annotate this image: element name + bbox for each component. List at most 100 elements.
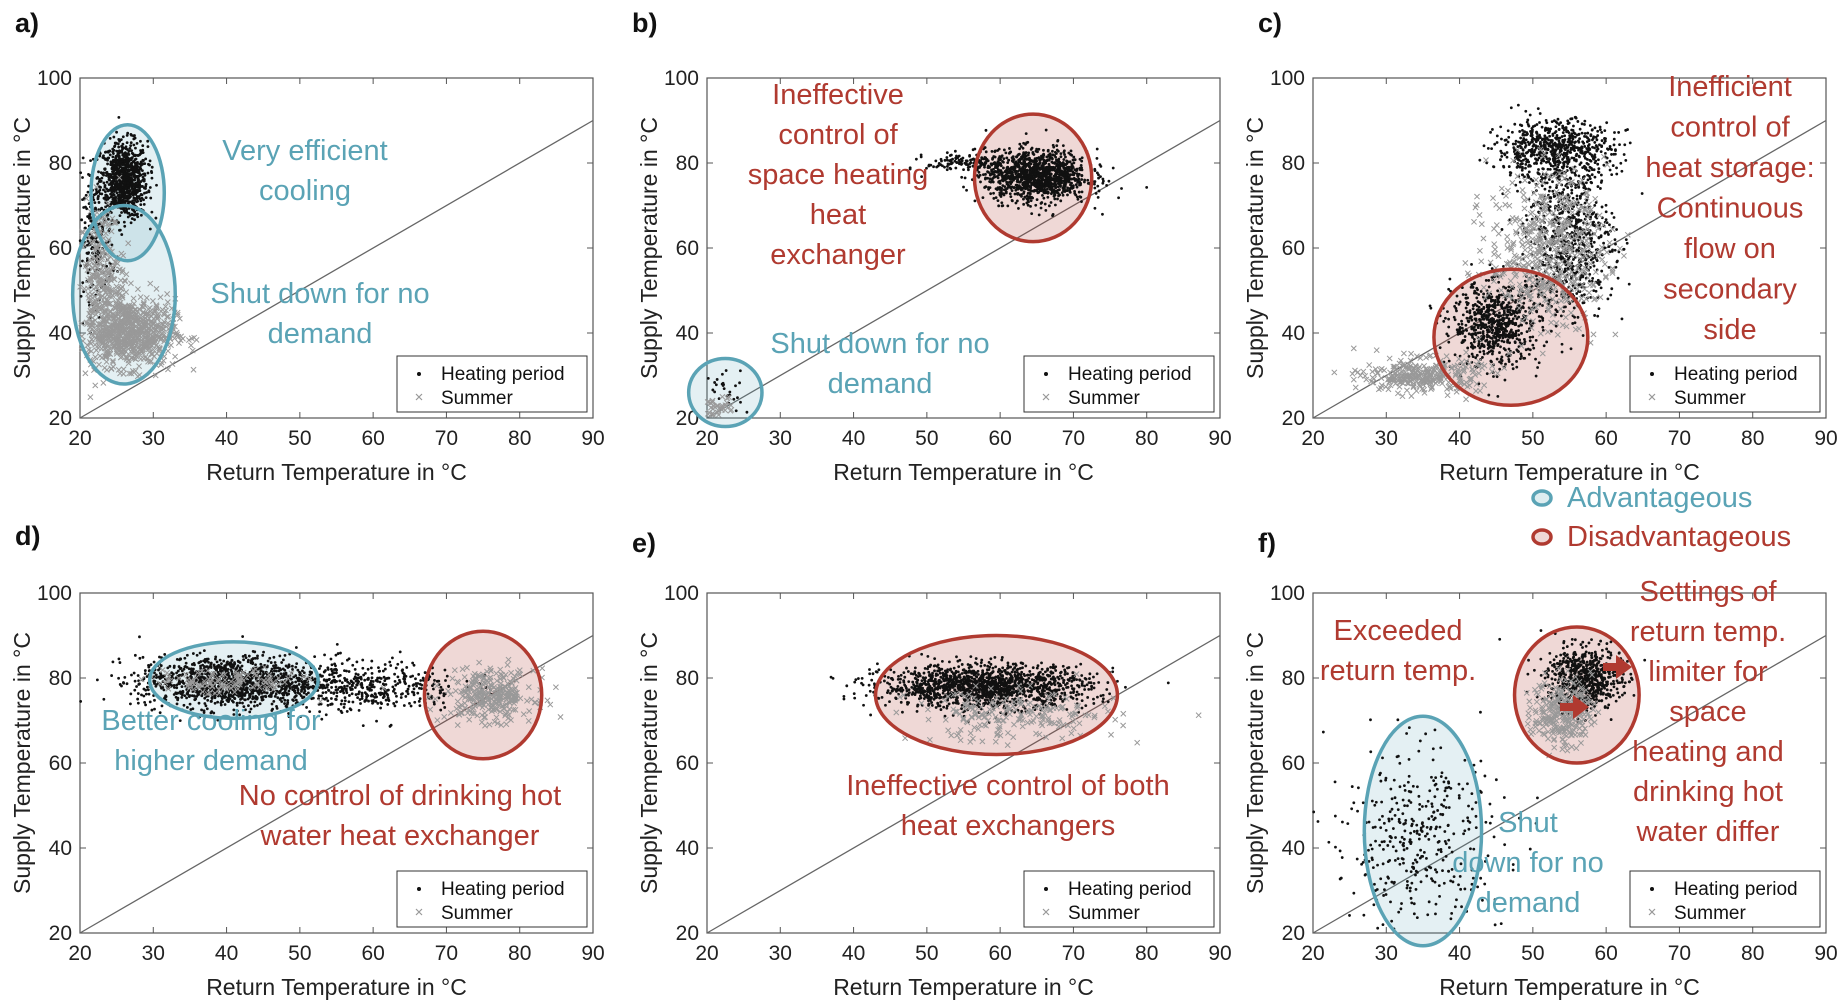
heating-point [1429,306,1433,310]
heating-point [939,157,943,161]
heating-point [1047,204,1051,208]
heating-point [1482,144,1486,148]
heating-point [126,156,130,160]
heating-point [1570,140,1574,144]
heating-point [132,143,136,147]
x-tick-label: 80 [1135,427,1158,450]
heating-point [1499,345,1502,349]
heating-point [997,173,1001,177]
heating-point [1528,335,1532,339]
heating-point [1537,361,1541,365]
heating-point [1455,294,1459,298]
heating-point [973,147,977,151]
y-tick-label: 100 [664,67,699,90]
heating-point [1065,170,1069,174]
heating-point [1543,127,1547,131]
heating-point [1553,163,1557,167]
heating-point [1005,176,1009,180]
heating-point [1513,314,1517,318]
heating-point [1036,150,1039,154]
heating-point [1098,163,1102,167]
heating-point [119,197,122,201]
heating-point [934,159,938,163]
heating-point [1036,165,1040,169]
heating-point [1615,172,1619,176]
heating-point [134,162,137,166]
heating-point [1519,136,1523,140]
heating-point [945,168,949,172]
heating-point [1462,329,1465,333]
heating-point [111,197,115,201]
heating-point [1520,124,1524,127]
heating-point [135,185,139,189]
x-tick-label: 50 [288,427,311,450]
heating-point [128,146,132,150]
heating-point [1065,159,1069,163]
heating-point [1560,165,1564,169]
heating-point [1050,185,1054,189]
heating-point [1528,339,1532,343]
heating-point [1069,149,1073,153]
heating-point [1490,331,1494,335]
heating-point [112,169,116,173]
heating-point [96,196,100,199]
heating-point [1612,143,1616,147]
heating-point [1511,142,1515,146]
heating-point [1056,197,1059,201]
heating-point [1482,349,1486,353]
heating-point [1525,330,1529,334]
heating-point [1055,144,1059,148]
heating-point [139,139,142,143]
heating-point [991,180,995,184]
heating-point [1603,139,1607,143]
heating-point [1004,151,1008,155]
heating-point [948,166,952,170]
heating-point [1096,195,1100,199]
heating-point [1470,352,1474,356]
heating-point [150,171,154,175]
heating-point [131,181,134,185]
heating-point [1074,183,1078,187]
heating-point [745,410,749,414]
heating-point [1026,153,1030,157]
heating-point [1599,150,1603,154]
heating-point [1086,178,1090,182]
heating-point [1562,155,1566,159]
heating-point [1612,137,1616,141]
heating-point [1013,192,1017,196]
heating-point [919,155,923,159]
heating-point [738,369,742,373]
heating-point [1467,320,1471,324]
heating-point [125,163,129,167]
heating-point [1488,313,1491,316]
heating-point [100,192,104,196]
heating-point [1482,317,1486,321]
heating-point [133,187,137,191]
heating-point [1499,361,1503,365]
heating-point [1504,143,1508,147]
heating-point [1481,325,1485,328]
heating-point [1000,201,1004,205]
heating-point [112,172,116,176]
heating-point [1046,148,1050,152]
heating-point [128,172,132,176]
heating-point [994,165,998,169]
heating-point [1053,192,1056,196]
heating-point [134,182,138,186]
heating-point [1524,109,1528,113]
heating-point [991,157,994,161]
heating-point [1101,212,1104,216]
heating-point [1447,287,1451,291]
heating-point [1525,133,1529,137]
heating-point [1015,155,1018,159]
x-tick-label: 20 [68,427,91,450]
heating-point [1015,199,1019,203]
heating-point [1500,339,1504,343]
heating-point [110,243,114,247]
heating-point [1010,189,1014,193]
heating-point [1075,185,1079,189]
heating-point [1004,191,1008,195]
heating-point [1502,313,1505,317]
